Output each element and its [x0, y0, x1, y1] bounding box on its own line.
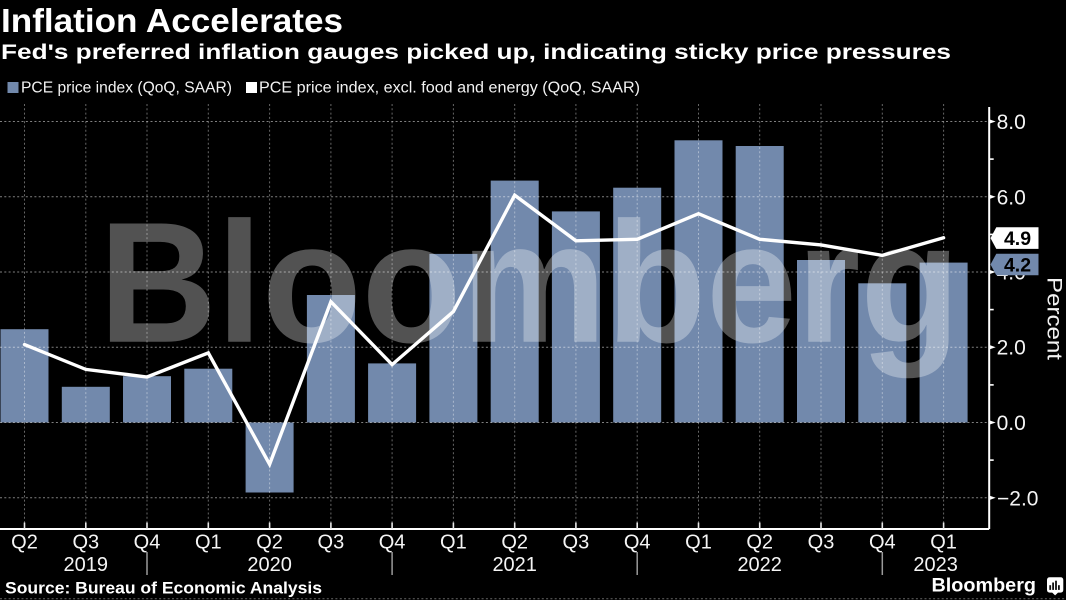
- svg-text:Q1: Q1: [930, 532, 957, 554]
- svg-text:Q2: Q2: [746, 532, 773, 554]
- svg-text:Q4: Q4: [379, 532, 406, 554]
- svg-text:8.0: 8.0: [997, 111, 1026, 134]
- svg-text:2019: 2019: [64, 554, 109, 576]
- svg-text:Source: Bureau of Economic Ana: Source: Bureau of Economic Analysis: [5, 579, 322, 598]
- svg-text:Percent: Percent: [1043, 277, 1066, 360]
- svg-text:4.9: 4.9: [1004, 228, 1031, 250]
- svg-text:Q3: Q3: [72, 532, 99, 554]
- svg-text:Q2: Q2: [501, 532, 528, 554]
- svg-text:PCE price index (QoQ, SAAR): PCE price index (QoQ, SAAR): [21, 80, 232, 97]
- svg-text:Q2: Q2: [11, 532, 38, 554]
- svg-text:Q1: Q1: [440, 532, 467, 554]
- svg-text:−2.0: −2.0: [997, 487, 1038, 510]
- svg-text:Q2: Q2: [256, 532, 283, 554]
- svg-text:Q3: Q3: [563, 532, 590, 554]
- svg-text:0.0: 0.0: [997, 412, 1026, 435]
- svg-text:Bloomberg: Bloomberg: [932, 575, 1037, 597]
- svg-text:Q4: Q4: [869, 532, 896, 554]
- svg-text:Inflation Accelerates: Inflation Accelerates: [1, 3, 343, 40]
- svg-text:PCE price index, excl. food an: PCE price index, excl. food and energy (…: [259, 80, 640, 97]
- svg-text:Q4: Q4: [134, 532, 161, 554]
- svg-text:Q3: Q3: [808, 532, 835, 554]
- svg-text:4.2: 4.2: [1004, 255, 1031, 277]
- svg-text:Bloomberg: Bloomberg: [99, 187, 960, 379]
- svg-text:Q4: Q4: [624, 532, 651, 554]
- svg-text:2023: 2023: [913, 554, 958, 576]
- svg-text:2022: 2022: [737, 554, 782, 576]
- svg-text:Fed's preferred inflation gaug: Fed's preferred inflation gauges picked …: [1, 40, 951, 64]
- svg-text:2021: 2021: [492, 554, 537, 576]
- svg-text:2020: 2020: [247, 554, 292, 576]
- svg-text:Q1: Q1: [685, 532, 712, 554]
- svg-text:Q3: Q3: [318, 532, 345, 554]
- svg-text:Q1: Q1: [195, 532, 222, 554]
- svg-text:2.0: 2.0: [997, 337, 1026, 360]
- svg-text:6.0: 6.0: [997, 186, 1026, 209]
